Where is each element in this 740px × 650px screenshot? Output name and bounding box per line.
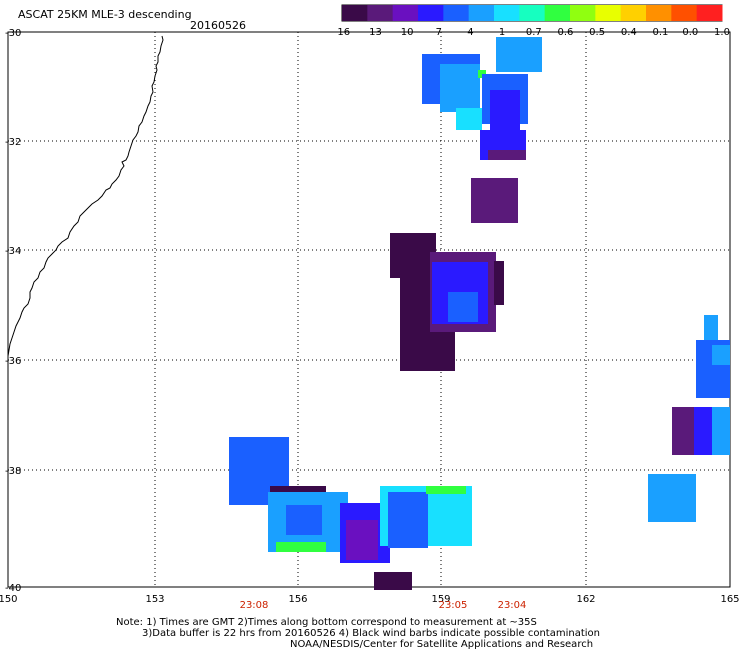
- colorbar-swatch: [620, 5, 647, 21]
- lon-label: 156: [288, 594, 307, 605]
- time-label: 23:05: [439, 600, 468, 611]
- wind-cell-block: [712, 407, 730, 455]
- wind-cell-block: [286, 505, 322, 535]
- lat-label: -40: [5, 583, 21, 594]
- time-label: 23:08: [240, 600, 269, 611]
- time-labels: 23:08 23:05 23:04: [240, 600, 527, 611]
- lon-label: 153: [145, 594, 164, 605]
- wind-cell-block: [374, 572, 412, 590]
- wind-swaths: [229, 37, 730, 590]
- map-date: 20160526: [190, 19, 246, 32]
- colorbar-swatch: [544, 5, 571, 21]
- wind-cell-block: [490, 90, 520, 130]
- lat-label: -32: [5, 137, 21, 148]
- lon-label: 165: [720, 594, 739, 605]
- colorbar-swatch: [519, 5, 546, 21]
- colorbar-swatch: [418, 5, 444, 21]
- wind-cell-block: [471, 178, 518, 223]
- lon-label: 159: [431, 594, 450, 605]
- colorbar-swatch: [696, 5, 723, 21]
- colorbar-swatch: [392, 5, 419, 21]
- wind-cell-block: [448, 292, 478, 322]
- colorbar-swatch: [671, 5, 698, 21]
- wind-cell-block: [648, 474, 696, 522]
- wind-cell-block: [496, 37, 542, 72]
- footnote-1: Note: 1) Times are GMT 2)Times along bot…: [116, 617, 537, 628]
- lon-label: 162: [576, 594, 595, 605]
- wind-cell-block: [388, 492, 428, 548]
- colorbar-swatch: [494, 5, 520, 21]
- colorbar-swatch: [570, 5, 596, 21]
- footnote-3: NOAA/NESDIS/Center for Satellite Applica…: [290, 639, 594, 650]
- colorbar-swatch: [468, 5, 495, 21]
- wind-cell-block: [346, 520, 378, 560]
- wind-cell-block: [456, 108, 482, 130]
- colorbar-swatch: [443, 5, 470, 21]
- lon-label: 150: [0, 594, 18, 605]
- latitude-labels: -30 -32 -34 -36 -38 -40: [5, 28, 21, 594]
- footnote-2: 3)Data buffer is 22 hrs from 20160526 4)…: [142, 628, 600, 639]
- longitude-labels: 150 153 156 159 162 165: [0, 594, 740, 605]
- time-label: 23:04: [498, 600, 527, 611]
- wind-cell-block: [712, 345, 730, 365]
- lat-label: -36: [5, 356, 21, 367]
- map-title: ASCAT 25KM MLE-3 descending: [18, 8, 192, 21]
- coastline: [7, 35, 164, 357]
- wind-cell-block: [276, 542, 326, 552]
- graticule: [8, 32, 730, 587]
- wind-cell-block: [494, 261, 504, 305]
- colorbar: -16 -13 -10 -7 -4 -1 -0.7 -0.6 -0.5 -0.4 -0.1 0.0 1.…: [334, 4, 730, 38]
- lat-label: -30: [5, 28, 21, 39]
- wind-cell-block: [694, 407, 714, 455]
- wind-cell-block: [704, 315, 718, 343]
- wind-cell-block: [488, 150, 526, 160]
- lat-label: -34: [5, 246, 21, 257]
- map-frame: [7, 31, 731, 588]
- lat-label: -38: [5, 466, 21, 477]
- colorbar-swatch: [367, 5, 394, 21]
- wind-cell-block: [426, 486, 466, 494]
- colorbar-swatch: [646, 5, 672, 21]
- colorbar-swatch: [342, 5, 368, 21]
- wind-cell-block: [390, 233, 436, 278]
- wind-cell-block: [440, 64, 480, 112]
- colorbar-swatch: [595, 5, 622, 21]
